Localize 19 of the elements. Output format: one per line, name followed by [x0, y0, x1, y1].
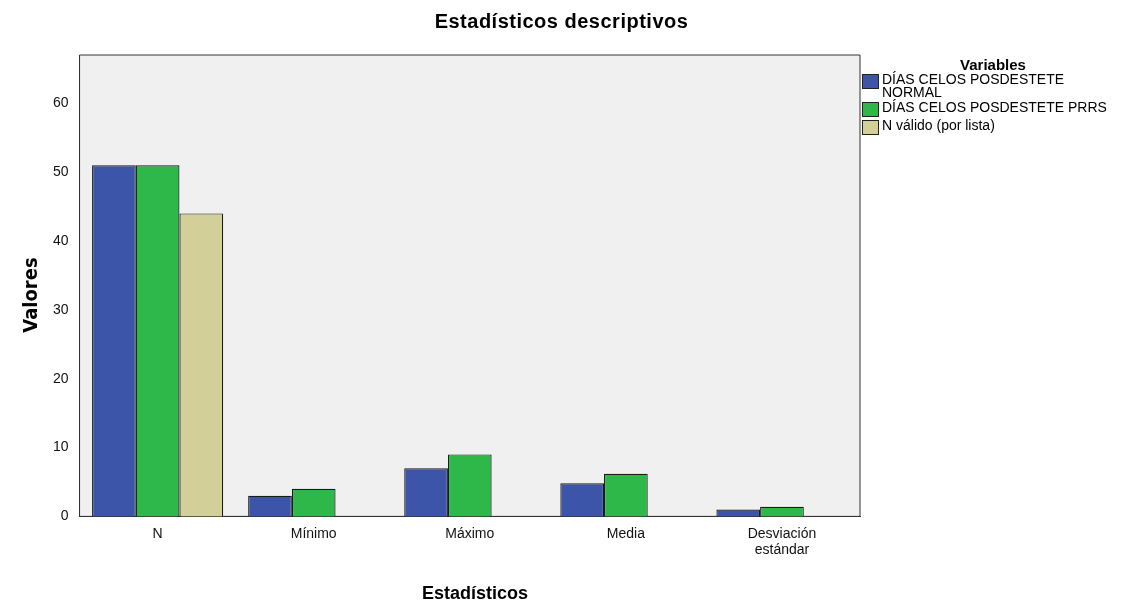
- chart-title: Estadísticos descriptivos: [433, 10, 690, 33]
- y-tick-label: 10: [52, 438, 69, 455]
- x-tick-label: Desviación estándar: [747, 524, 817, 558]
- x-tick-label: N: [152, 524, 163, 541]
- legend-title: Variables: [959, 56, 1027, 73]
- x-axis-title: Estadísticos: [420, 583, 529, 602]
- x-tick-label: Máximo: [445, 524, 495, 541]
- y-tick-label: 50: [52, 162, 69, 179]
- y-axis-title: Valores: [18, 256, 42, 335]
- x-tick-label: Media: [606, 524, 646, 541]
- y-tick-label: 20: [52, 369, 69, 386]
- x-tick-label: Mínimo: [290, 524, 337, 541]
- y-tick-label: 40: [52, 231, 69, 248]
- y-tick-label: 60: [52, 94, 69, 111]
- legend-label: N válido (por lista): [882, 117, 995, 133]
- y-tick-label: 30: [52, 300, 69, 317]
- legend-label: DÍAS CELOS POSDESTETE PRRS: [882, 99, 1107, 115]
- y-tick-label: 0: [60, 507, 69, 524]
- legend-label: DÍAS CELOS POSDESTETE NORMAL: [882, 71, 1066, 100]
